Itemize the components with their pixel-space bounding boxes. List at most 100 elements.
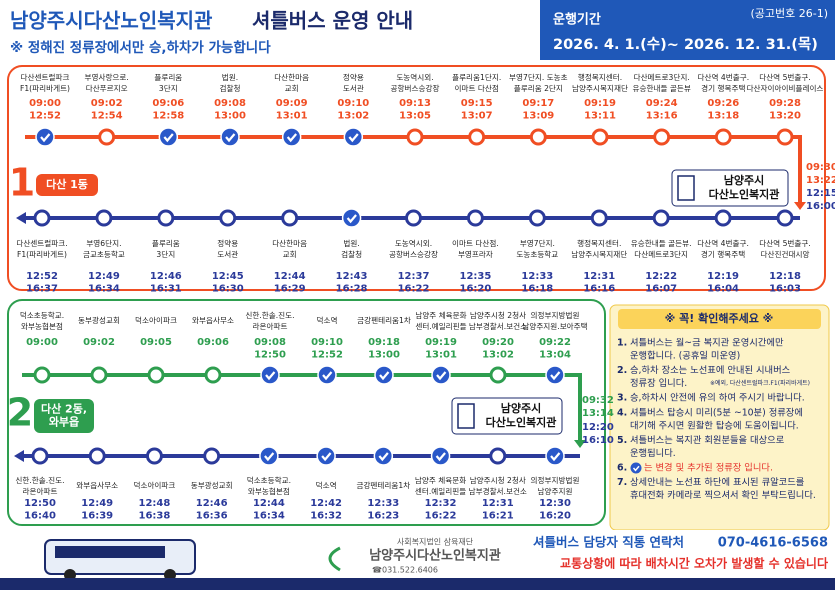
check-icon (436, 371, 447, 381)
stop-name: 금강펜테리움1차 (356, 480, 410, 490)
bottom-stripe (0, 578, 835, 590)
stop-name: 덕소초등학교. (247, 475, 291, 485)
check-icon (265, 371, 276, 381)
check-icon (346, 214, 357, 224)
org-phone: ☎031.522.6406 (372, 566, 438, 575)
stop-time: 16:20 (539, 511, 571, 522)
terminal-box (451, 397, 563, 435)
route-name: 다산 1동 (46, 177, 88, 191)
stop-time: 13:02 (482, 350, 514, 361)
stop-name: 남부경찰서.보건소 (469, 321, 527, 331)
stop-name: 덕소역 (316, 480, 337, 490)
stop-name: 교회 (285, 84, 299, 93)
building-icon (457, 403, 475, 429)
stop-marker (90, 366, 108, 384)
stop-time: 16:23 (367, 511, 399, 522)
stop-marker (591, 128, 609, 146)
stop-time: 16:22 (425, 511, 457, 522)
stop-time: 09:28 (769, 98, 801, 109)
stop-time: 12:46 (196, 498, 228, 509)
stop-time: 16:03 (769, 284, 801, 295)
stop-time: 13:00 (368, 350, 400, 361)
stop-time: 12:48 (139, 498, 171, 509)
stop-name: 의정부지방법원 (531, 475, 580, 485)
stop-time: 16:38 (139, 511, 171, 522)
stop-marker (714, 128, 732, 146)
stop-name: 부영7단지. 도농초 (509, 72, 568, 82)
stop-name: 동부광성교회 (191, 480, 233, 490)
stop-name: 다산역 5번출구. (759, 238, 811, 248)
stop-name: 부영사랑으로. (84, 72, 128, 82)
stop-name: 플루리움 (154, 73, 182, 82)
stop-marker (776, 128, 794, 146)
stop-time: 12:33 (367, 498, 399, 509)
stop-time: 13:01 (276, 111, 308, 122)
building-icon (677, 175, 695, 201)
stop-marker (489, 366, 507, 384)
stop-time: 12:46 (150, 271, 182, 282)
check-icon (163, 133, 174, 143)
stop-name: 이마트 다산점. (452, 238, 499, 248)
stop-time: 13:09 (522, 111, 554, 122)
stop-name: 와부읍사무소 (76, 480, 118, 490)
stop-name: 다산진건대시앙 (761, 249, 810, 259)
arrow-head (16, 212, 26, 224)
notice-text: 정류장 입니다. (630, 377, 687, 389)
notice-number: 5. (617, 435, 627, 446)
stop-time: 09:15 (461, 98, 493, 109)
notice-number: 3. (617, 393, 627, 404)
stop-time: 09:17 (522, 98, 554, 109)
notice-text: 셔틀버스 탑승시 미리(5분 ~10분) 정류장에 (630, 406, 803, 418)
stop-name: 다산푸르지오 (86, 83, 128, 93)
period-panel (540, 0, 835, 60)
terminal-time: 12:20 (582, 422, 614, 433)
stop-time: 09:09 (276, 98, 308, 109)
org-name: 남양주시다산노인복지관 (369, 548, 501, 564)
title-org: 남양주시다산노인복지관 (10, 9, 213, 33)
stop-time: 16:28 (336, 284, 368, 295)
stop-name: 검찰청 (220, 83, 241, 93)
stop-name: 센터.예일리핀들 (415, 486, 466, 496)
notice-number: 1. (617, 338, 627, 349)
stop-time: 13:11 (584, 111, 616, 122)
stop-marker (776, 209, 794, 227)
stop-name: 법원. (343, 238, 359, 248)
stop-time: 13:05 (399, 111, 431, 122)
notice-text: 운행됩니다. (630, 447, 676, 459)
stop-name: F1(파리바게트) (20, 83, 70, 93)
stop-marker (281, 209, 299, 227)
stop-name: 남부경찰서.보건소 (469, 486, 527, 496)
changed-stop-marker (374, 365, 394, 385)
changed-stop-marker (545, 446, 565, 466)
stop-time: 16:16 (583, 284, 615, 295)
terminal-time: 16:00 (806, 201, 835, 212)
stop-marker (145, 447, 163, 465)
stop-name: 도서관 (343, 83, 364, 93)
stop-name: 다산자이아이비플레이스 (747, 83, 824, 93)
changed-stop-marker (259, 446, 279, 466)
stop-marker (590, 209, 608, 227)
stop-time: 16:37 (26, 284, 58, 295)
stop-marker (31, 447, 49, 465)
check-icon (225, 133, 236, 143)
stop-name: 유승한내들 골든뷰. (631, 239, 692, 248)
stop-name: 교회 (283, 250, 297, 259)
stop-name: 와부읍사무소 (192, 315, 234, 325)
changed-stop-marker (430, 446, 451, 466)
notice-text: 승,하차 장소는 노선표에 안내된 시내버스 (630, 364, 791, 376)
stop-time: 09:06 (152, 98, 184, 109)
terminal-time: 12:15 (806, 188, 835, 199)
stop-name: 다산역 5번출구. (759, 72, 811, 82)
period: 2026. 4. 1.(수)~ 2026. 12. 31.(목) (553, 36, 818, 53)
stop-time: 12:50 (254, 350, 286, 361)
changed-stop-marker (341, 208, 362, 228)
stop-name: 덕소역 (317, 315, 338, 325)
stop-name: 와부농협본점 (21, 321, 63, 331)
stop-marker (528, 209, 546, 227)
stop-name: 금강펜테리움1차 (357, 315, 411, 325)
stop-time: 09:10 (337, 98, 369, 109)
contact-number: 070-4616-6568 (718, 536, 828, 551)
stop-name: 남양주지원 (538, 487, 573, 496)
notice-title: ※ 꼭! 확인해주세요 ※ (665, 311, 774, 325)
notice-number: 7. (617, 477, 627, 488)
